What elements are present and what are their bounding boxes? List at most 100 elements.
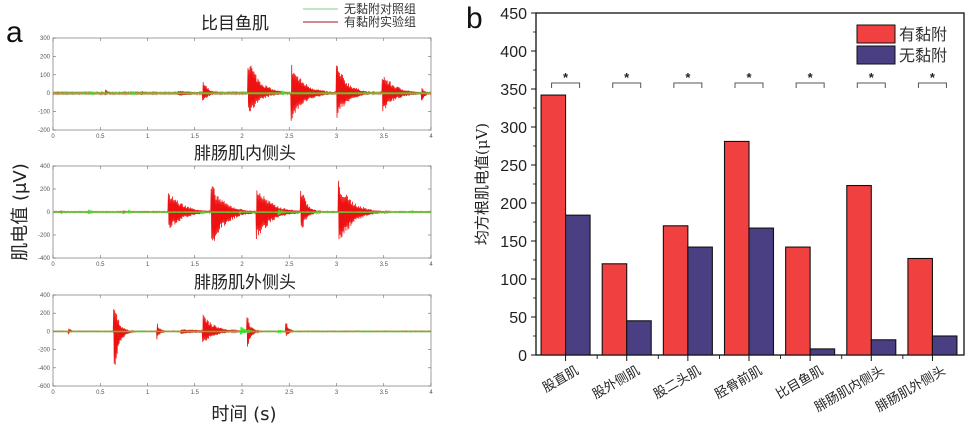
- x-tick-label: 4: [429, 262, 433, 268]
- x-tick-label: 2.5: [285, 134, 294, 140]
- panel-a-label: a: [6, 16, 23, 49]
- x-tick-label: 2: [240, 390, 244, 396]
- legend-label-adhesion: 有黏附: [899, 25, 947, 44]
- x-tick-label: 3.5: [380, 262, 389, 268]
- y-tick-label: 50: [509, 310, 527, 327]
- legend-label-no-adhesion: 无黏附: [899, 46, 947, 65]
- y-tick-label: 300: [40, 36, 51, 42]
- subplot-title: 腓肠肌内侧头: [194, 144, 296, 164]
- y-tick-label: -200: [38, 348, 51, 354]
- bar-adhesion: [907, 257, 933, 356]
- y-tick-label: 400: [40, 164, 51, 170]
- significance-bracket: [551, 82, 581, 88]
- x-tick-label: 4: [429, 390, 433, 396]
- y-tick-label: -200: [38, 233, 51, 239]
- y-tick-label: -200: [38, 128, 51, 134]
- y-tick-label: 200: [40, 311, 51, 317]
- x-category-label: 比目鱼肌: [773, 363, 826, 403]
- x-tick-label: 3: [335, 390, 339, 396]
- y-tick-label: -100: [38, 110, 51, 116]
- y-tick-label: 250: [500, 158, 527, 175]
- x-tick-label: 0: [51, 390, 55, 396]
- rms-bar-chart: 均方根肌电值(μV) 有黏附 无黏附 0 50 100 150 200 250 300 350…: [473, 6, 965, 416]
- y-tick-label: 0: [47, 329, 51, 335]
- bar-no-adhesion: [748, 227, 775, 356]
- bar-ylabel: 均方根肌电值(μV): [473, 123, 491, 245]
- legend-label-control: 无黏附对照组: [344, 2, 416, 16]
- y-tick-label: -400: [38, 256, 51, 262]
- x-tick-label: 1.5: [191, 262, 200, 268]
- x-tick-label: 0: [51, 262, 55, 268]
- significance-bracket: [612, 82, 642, 88]
- y-tick-label: 100: [500, 272, 527, 289]
- bar-no-adhesion: [687, 246, 713, 356]
- y-tick-label: -600: [38, 384, 51, 390]
- significance-bracket: [673, 82, 703, 88]
- plot-area: [52, 294, 432, 387]
- bar-adhesion: [723, 140, 750, 356]
- y-tick-label: 350: [500, 82, 527, 99]
- x-tick-label: 1: [146, 262, 150, 268]
- y-tick-label: 200: [40, 54, 51, 60]
- bar-no-adhesion: [565, 214, 591, 356]
- x-tick-label: 0: [51, 134, 55, 140]
- y-tick-label: 400: [40, 293, 51, 299]
- bar-adhesion: [540, 94, 567, 356]
- y-tick-label: 400: [500, 44, 527, 61]
- panel-b-label: b: [466, 2, 483, 35]
- legend-swatch-adhesion: [856, 24, 896, 44]
- x-category-label: 股直肌: [540, 363, 581, 395]
- bar-adhesion: [846, 184, 872, 356]
- significance-marker: *: [624, 70, 630, 85]
- bar-adhesion: [662, 225, 689, 356]
- bar-no-adhesion: [809, 348, 836, 356]
- x-tick-label: 1: [146, 390, 150, 396]
- x-tick-label: 2.5: [285, 390, 294, 396]
- y-tick-label: -400: [38, 366, 51, 372]
- significance-marker: *: [563, 70, 569, 85]
- significance-bracket: [734, 82, 764, 88]
- x-tick-label: 3.5: [380, 390, 389, 396]
- x-tick-label: 1.5: [191, 390, 200, 396]
- x-tick-label: 2: [240, 134, 244, 140]
- bar-adhesion: [601, 263, 628, 356]
- bar-no-adhesion: [931, 335, 958, 356]
- bar-adhesion: [785, 246, 811, 356]
- bar-no-adhesion: [870, 339, 897, 356]
- x-category-label: 胫骨前肌: [712, 363, 765, 403]
- plot-area: [52, 37, 432, 131]
- y-tick-label: 0: [47, 91, 51, 97]
- subplot-title: 腓肠肌外侧头: [194, 273, 296, 293]
- emg-ylabel: 肌电值 (μV): [10, 163, 31, 261]
- significance-marker: *: [746, 70, 752, 85]
- x-tick-label: 0.5: [96, 390, 105, 396]
- x-tick-label: 2: [240, 262, 244, 268]
- significance-marker: *: [869, 70, 875, 85]
- emg-xlabel: 时间 (s): [211, 404, 276, 425]
- x-category-label: 股二头肌: [651, 363, 704, 402]
- emg-legend: 无黏附对照组 有黏附实验组: [303, 2, 416, 29]
- significance-bracket: [917, 82, 947, 88]
- significance-bracket: [795, 82, 825, 88]
- y-tick-label: 100: [40, 73, 51, 79]
- x-tick-label: 1: [146, 134, 150, 140]
- significance-bracket: [856, 82, 886, 88]
- legend-swatch-no-adhesion: [856, 45, 896, 65]
- y-tick-label: 450: [500, 6, 527, 23]
- emg-subplot-soleus: 比目鱼肌 0 0.5 1 1.5 2 2.5 3 3.5 4 300 200 100 0 -100 -200: [38, 14, 433, 140]
- x-tick-label: 3.5: [380, 134, 389, 140]
- y-tick-label: 200: [40, 187, 51, 193]
- y-tick-label: 0: [518, 348, 527, 365]
- subplot-title: 比目鱼肌: [201, 14, 269, 34]
- significance-marker: *: [930, 70, 936, 85]
- y-tick-label: 0: [47, 210, 51, 216]
- emg-subplot-gastrocnemius-medial: 腓肠肌内侧头 0 0.5 1 1.5 2 2.5 3 3.5 4 400 200 0 -200 -400: [38, 144, 433, 268]
- x-category-label: 腓肠肌外侧头: [873, 363, 949, 416]
- legend-label-experimental: 有黏附实验组: [344, 14, 416, 29]
- y-tick-label: 150: [500, 234, 527, 251]
- y-tick-label: 300: [500, 120, 527, 137]
- x-tick-label: 3: [335, 262, 339, 268]
- x-tick-label: 1.5: [191, 134, 200, 140]
- x-tick-label: 0.5: [96, 262, 105, 268]
